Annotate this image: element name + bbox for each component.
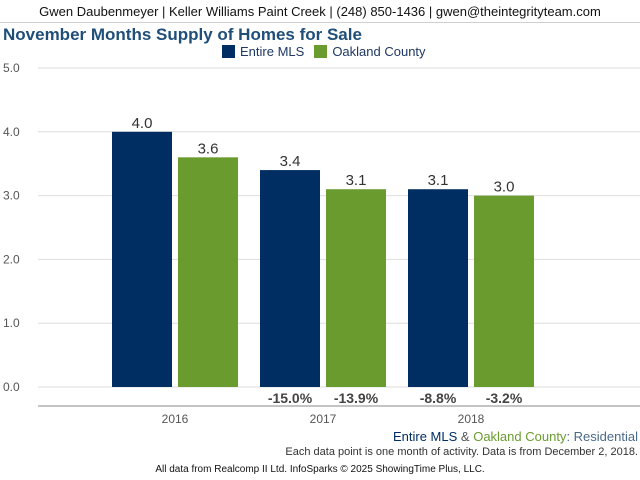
pct-change-label: -13.9% [334,390,379,406]
y-tick-label: 2.0 [3,252,20,266]
footer-county-label: Oakland County [473,429,567,444]
footer-series-description: Entire MLS & Oakland County: Residential [393,429,638,444]
chart-legend: Entire MLS Oakland County [222,44,426,59]
y-tick-label: 1.0 [3,316,20,330]
legend-swatch-oakland-county [314,45,328,58]
bar [260,170,320,387]
footer-colon: : [566,429,574,444]
bar-value-label: 3.1 [428,172,449,189]
x-tick-label: 2018 [458,412,485,426]
pct-change-label: -3.2% [486,390,523,406]
bar-value-label: 3.6 [198,140,219,157]
footer-mls-label: Entire MLS [392,429,458,444]
x-tick-label: 2017 [310,412,337,426]
bar [178,157,238,387]
pct-change-label: -8.8% [420,390,457,406]
legend-swatch-entire-mls [222,45,235,58]
footer-source: All data from Realcomp II Ltd. InfoSpark… [155,464,485,475]
footer-amp: & [457,429,474,444]
bar [408,189,468,387]
legend-item-oakland-county[interactable]: Oakland County [314,44,426,59]
bar [326,189,386,387]
y-tick-label: 3.0 [3,189,20,203]
legend-label-entire-mls: Entire MLS [240,44,305,59]
y-tick-label: 0.0 [3,380,20,394]
bar [474,195,534,387]
bar [112,131,172,387]
y-tick-label: 4.0 [3,125,20,139]
legend-label-oakland-county: Oakland County [332,44,426,59]
bar-value-label: 4.0 [132,115,153,132]
contact-header: Gwen Daubenmeyer | Keller Williams Paint… [0,0,640,23]
footer-note: Each data point is one month of activity… [285,446,638,458]
x-tick-label: 2016 [162,412,189,426]
legend-item-entire-mls[interactable]: Entire MLS [222,44,304,59]
pct-change-label: -15.0% [268,390,313,406]
bar-value-label: 3.4 [280,153,301,170]
bar-value-label: 3.0 [494,179,515,196]
bar-value-label: 3.1 [346,172,367,189]
contact-text: Gwen Daubenmeyer | Keller Williams Paint… [39,3,601,19]
footer-type-label: Residential [573,429,638,444]
chart-title: November Months Supply of Homes for Sale [3,25,362,44]
y-tick-label: 5.0 [3,61,20,75]
